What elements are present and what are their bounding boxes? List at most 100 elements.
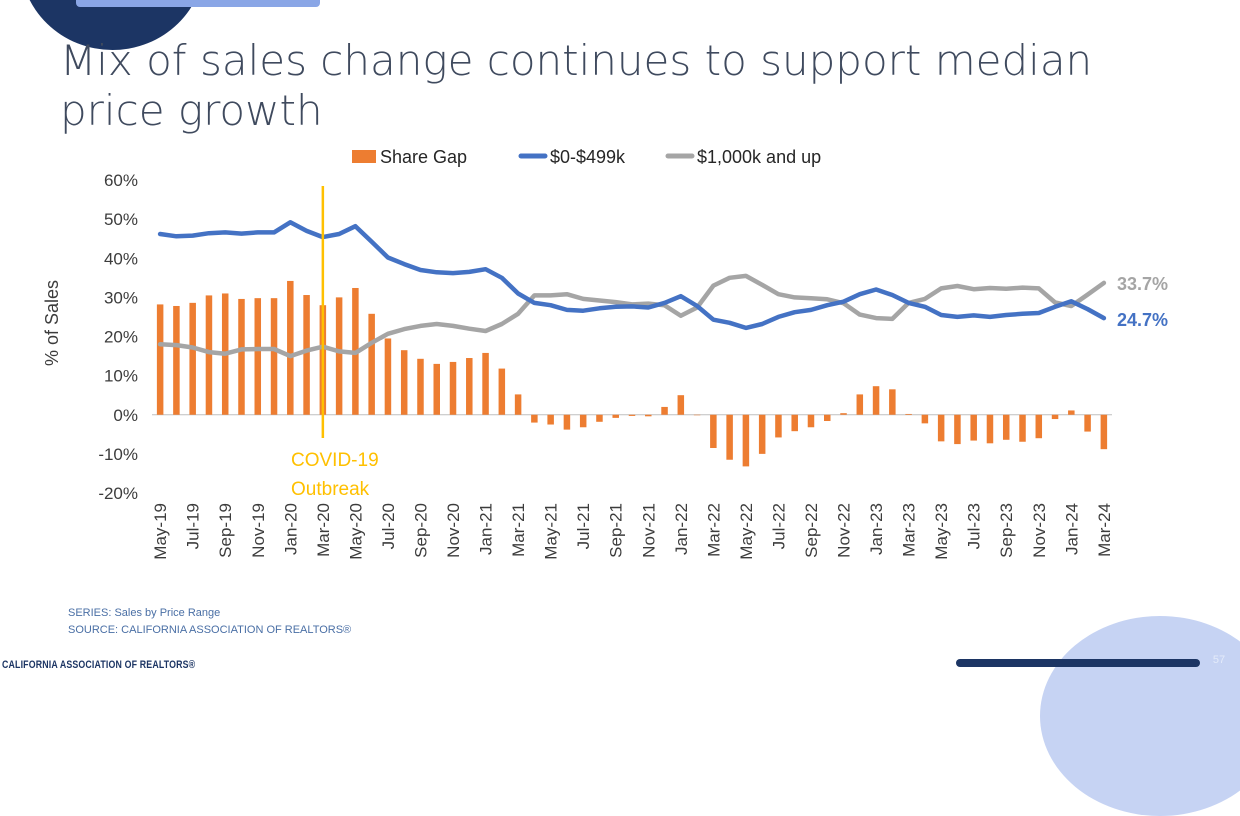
share-gap-bar	[531, 414, 538, 423]
share-gap-bar	[872, 386, 880, 415]
share-gap-bar	[677, 395, 685, 415]
x-tick-label: Jul-19	[184, 503, 203, 549]
x-tick-label: Nov-21	[639, 503, 658, 558]
share-gap-bar	[856, 394, 864, 415]
x-tick-label: Nov-23	[1030, 503, 1049, 558]
share-gap-bar	[156, 304, 164, 415]
x-tick-label: Sep-22	[802, 503, 821, 558]
share-gap-bar	[433, 363, 440, 415]
share-gap-bar	[563, 414, 571, 430]
x-tick-label: Mar-24	[1095, 503, 1114, 557]
x-tick-label: Sep-23	[997, 503, 1016, 558]
high-price-end-label: 33.7%	[1117, 274, 1168, 294]
share-gap-bar	[807, 414, 815, 428]
x-tick-label: Jan-23	[867, 503, 886, 555]
page-number: 57	[1212, 654, 1226, 666]
x-tick-label: May-23	[932, 503, 951, 560]
chart-legend: Share Gap $0-$499k $1,000k and up	[352, 147, 821, 167]
y-axis-label: % of Sales	[42, 280, 62, 366]
x-tick-label: Sep-21	[607, 503, 626, 558]
share-gap-bar	[986, 414, 994, 444]
x-tick-label: Jan-22	[672, 503, 691, 555]
y-tick-label: 60%	[104, 171, 138, 190]
share-gap-bar	[1084, 414, 1091, 432]
x-tick-label: May-22	[737, 503, 756, 560]
share-gap-bar	[596, 414, 603, 422]
x-tick-label: Nov-20	[444, 503, 463, 558]
y-tick-label: -20%	[98, 484, 138, 503]
share-gap-bar	[775, 414, 782, 438]
share-gap-bar	[384, 338, 392, 415]
y-tick-label: 30%	[104, 288, 138, 307]
share-gap-bar	[238, 298, 245, 415]
y-tick-label: 50%	[104, 210, 138, 229]
share-gap-bar	[1019, 414, 1026, 442]
covid-annotation-line1: COVID-19	[291, 450, 379, 471]
share-gap-bar	[335, 297, 343, 415]
share-gap-bar	[547, 414, 554, 425]
x-tick-label: Nov-22	[835, 503, 854, 558]
share-gap-bar	[791, 414, 798, 432]
share-gap-bar	[661, 406, 668, 415]
share-gap-bar	[173, 305, 180, 415]
share-gap-bar	[189, 302, 196, 415]
share-gap-bar	[254, 298, 262, 415]
x-tick-label: Mar-20	[314, 503, 333, 557]
share-gap-bar	[742, 414, 750, 467]
sales-mix-chart: -20% -10% 0% 10% 20% 30% 40% 50% 60% % of Sales CO…	[42, 147, 1168, 560]
x-tick-label: May-21	[542, 503, 561, 560]
decorative-bar-bottom	[956, 659, 1200, 667]
x-tick-label: May-20	[346, 503, 365, 560]
decorative-bar-top	[76, 0, 320, 7]
x-tick-label: Jul-23	[965, 503, 984, 549]
share-gap-bar	[628, 414, 636, 416]
x-tick-label: Jul-22	[769, 503, 788, 549]
share-gap-bar	[710, 414, 717, 449]
share-gap-bar	[205, 295, 213, 415]
share-gap-bar	[726, 414, 733, 460]
x-tick-label: Jul-21	[574, 503, 593, 549]
low-price-end-label: 24.7%	[1117, 310, 1168, 330]
share-gap-bar	[612, 414, 619, 418]
x-tick-label: Mar-21	[509, 503, 528, 557]
x-tick-label: Jan-24	[1062, 503, 1081, 555]
share-gap-bar	[824, 414, 831, 422]
share-gap-bar	[970, 414, 977, 441]
x-tick-label: May-19	[151, 503, 170, 560]
x-tick-label: Jan-21	[477, 503, 496, 555]
legend-swatch-share-gap	[352, 150, 376, 163]
share-gap-bar	[921, 414, 929, 424]
x-tick-label: Nov-19	[249, 503, 268, 558]
legend-label-share-gap: Share Gap	[380, 147, 467, 167]
share-gap-bar	[400, 350, 408, 415]
share-gap-bar	[937, 414, 945, 442]
y-tick-label: -10%	[98, 445, 138, 464]
share-gap-bar	[954, 414, 961, 445]
x-tick-label: Sep-20	[412, 503, 431, 558]
share-gap-bar	[303, 295, 310, 415]
share-gap-bar	[287, 280, 294, 415]
share-gap-bar	[579, 414, 587, 428]
share-gap-bar	[1100, 414, 1108, 450]
share-gap-bar	[758, 414, 766, 454]
source-note: SOURCE: CALIFORNIA ASSOCIATION OF REALTO…	[68, 624, 352, 636]
share-gap-bar	[1002, 414, 1010, 440]
brand-footer: CALIFORNIA ASSOCIATION OF REALTORS®	[2, 659, 196, 671]
share-gap-bar	[889, 389, 896, 415]
legend-label-high-price: $1,000k and up	[697, 147, 821, 167]
share-gap-bar	[1035, 414, 1043, 439]
share-gap-bar	[466, 358, 473, 415]
share-gap-bar	[482, 352, 489, 415]
share-gap-bar	[840, 413, 847, 415]
covid-annotation-line2: Outbreak	[291, 479, 370, 500]
share-gap-bar	[1068, 410, 1075, 415]
y-tick-label: 40%	[104, 249, 138, 268]
share-gap-bar	[417, 358, 424, 415]
x-tick-label: Jan-20	[281, 503, 300, 555]
share-gap-bar	[645, 414, 652, 417]
share-gap-bar	[270, 298, 278, 415]
x-tick-label: Jul-20	[379, 503, 398, 549]
share-gap-bar	[693, 414, 701, 416]
low-price-series-line	[157, 220, 1107, 331]
x-tick-label: Mar-22	[704, 503, 723, 557]
